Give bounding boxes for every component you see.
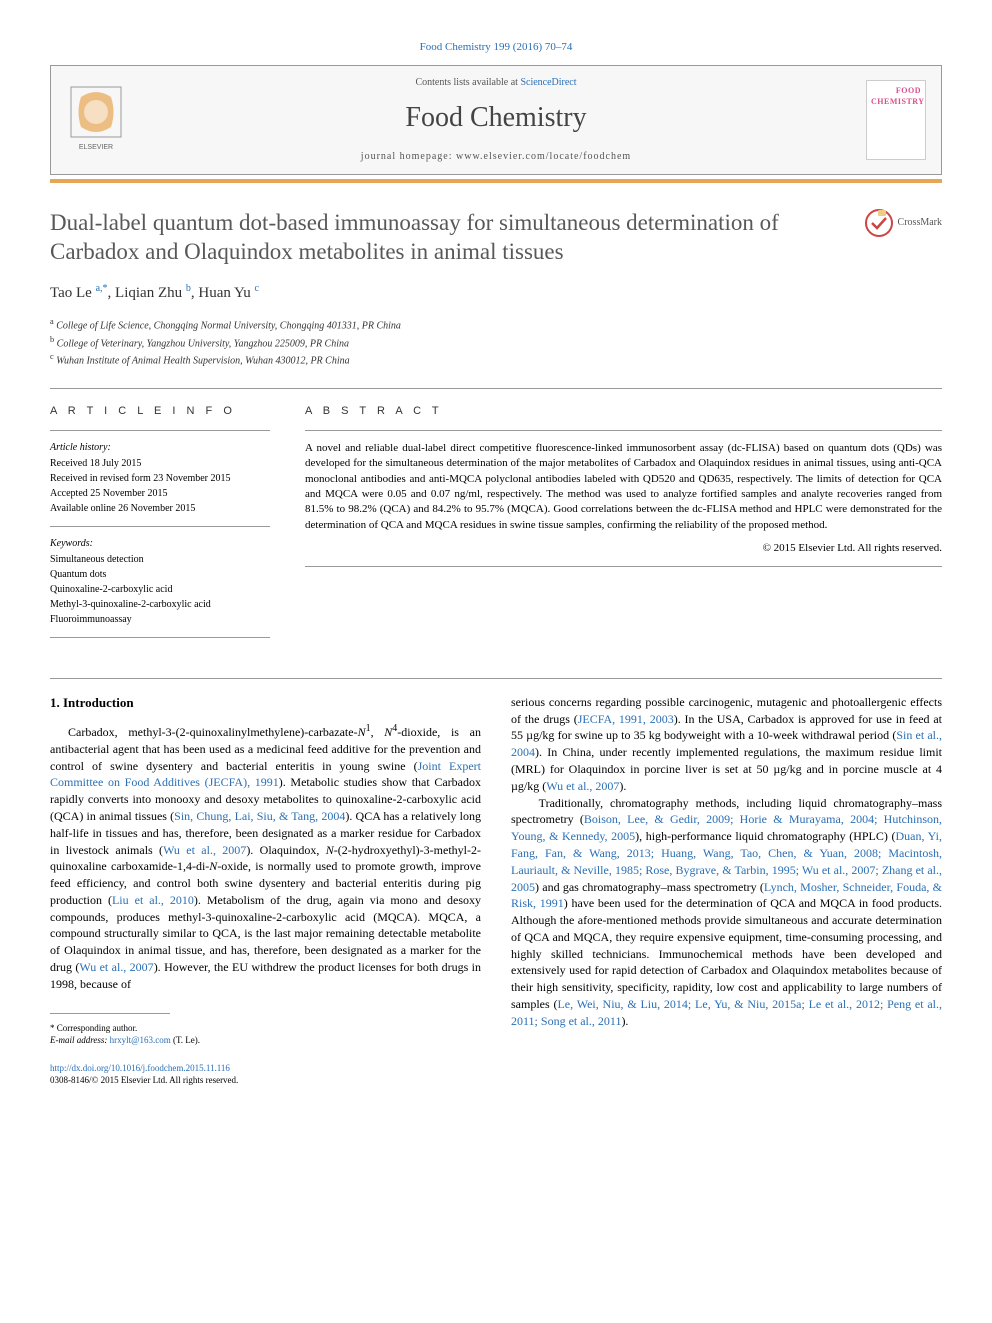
section-divider [50,388,942,389]
abstract-column: A B S T R A C T A novel and reliable dua… [305,404,942,647]
affiliation-c: Wuhan Institute of Animal Health Supervi… [56,355,349,366]
journal-homepage: journal homepage: www.elsevier.com/locat… [146,150,846,164]
body-column-right: serious concerns regarding possible carc… [511,694,942,1047]
keyword-1: Simultaneous detection [50,553,270,567]
accepted-date: Accepted 25 November 2015 [50,487,270,501]
received-date: Received 18 July 2015 [50,457,270,471]
email-label: E-mail address: [50,1035,110,1045]
affiliation-a: College of Life Science, Chongqing Norma… [56,321,401,332]
contents-lists-text: Contents lists available at ScienceDirec… [146,76,846,90]
cover-text-line1: FOOD [871,85,921,96]
keyword-2: Quantum dots [50,568,270,582]
sciencedirect-link[interactable]: ScienceDirect [520,77,576,88]
contents-prefix: Contents lists available at [415,77,520,88]
citation-line: Food Chemistry 199 (2016) 70–74 [50,40,942,55]
affiliation-b: College of Veterinary, Yangzhou Universi… [57,338,349,349]
issn-copyright: 0308-8146/© 2015 Elsevier Ltd. All right… [50,1075,238,1085]
crossmark-label: CrossMark [898,216,942,230]
authors-list: Tao Le a,*, Liqian Zhu b, Huan Yu c [50,282,942,304]
email-suffix: (T. Le). [171,1035,200,1045]
elsevier-logo: ELSEVIER [66,82,126,157]
corresponding-email-link[interactable]: hrxylt@163.com [110,1035,171,1045]
homepage-prefix: journal homepage: [361,151,456,162]
doi-link[interactable]: http://dx.doi.org/10.1016/j.foodchem.201… [50,1063,230,1073]
intro-paragraph-2: serious concerns regarding possible carc… [511,694,942,1030]
keyword-3: Quinoxaline-2-carboxylic acid [50,583,270,597]
keyword-4: Methyl-3-quinoxaline-2-carboxylic acid [50,598,270,612]
section-divider-2 [50,678,942,679]
cover-text-line2: CHEMISTRY [871,96,921,107]
journal-cover-thumbnail: FOOD CHEMISTRY [866,80,926,160]
crossmark-badge[interactable]: CrossMark [864,208,942,238]
keyword-5: Fluoroimmunoassay [50,613,270,627]
journal-header: ELSEVIER Contents lists available at Sci… [50,65,942,174]
revised-date: Received in revised form 23 November 201… [50,472,270,486]
abstract-heading: A B S T R A C T [305,404,942,419]
section-1-heading: 1. Introduction [50,694,481,712]
body-column-left: 1. Introduction Carbadox, methyl-3-(2-qu… [50,694,481,1047]
intro-paragraph-1: Carbadox, methyl-3-(2-quinoxalinylmethyl… [50,722,481,993]
article-info-column: A R T I C L E I N F O Article history: R… [50,404,270,647]
homepage-url[interactable]: www.elsevier.com/locate/foodchem [456,151,631,162]
corresponding-label: * Corresponding author. [50,1022,481,1035]
affiliations: a College of Life Science, Chongqing Nor… [50,316,942,368]
abstract-text: A novel and reliable dual-label direct c… [305,441,942,533]
corresponding-author-note: * Corresponding author. E-mail address: … [50,1022,481,1047]
article-history-label: Article history: [50,441,270,455]
keywords-label: Keywords: [50,537,270,551]
footnote-divider [50,1013,170,1014]
article-title: Dual-label quantum dot-based immunoassay… [50,208,844,268]
page-footer: http://dx.doi.org/10.1016/j.foodchem.201… [50,1062,942,1087]
orange-divider-bar [50,179,942,183]
svg-text:ELSEVIER: ELSEVIER [79,144,113,151]
journal-name: Food Chemistry [146,98,846,137]
online-date: Available online 26 November 2015 [50,502,270,516]
copyright-line: © 2015 Elsevier Ltd. All rights reserved… [305,541,942,556]
article-info-heading: A R T I C L E I N F O [50,404,270,419]
